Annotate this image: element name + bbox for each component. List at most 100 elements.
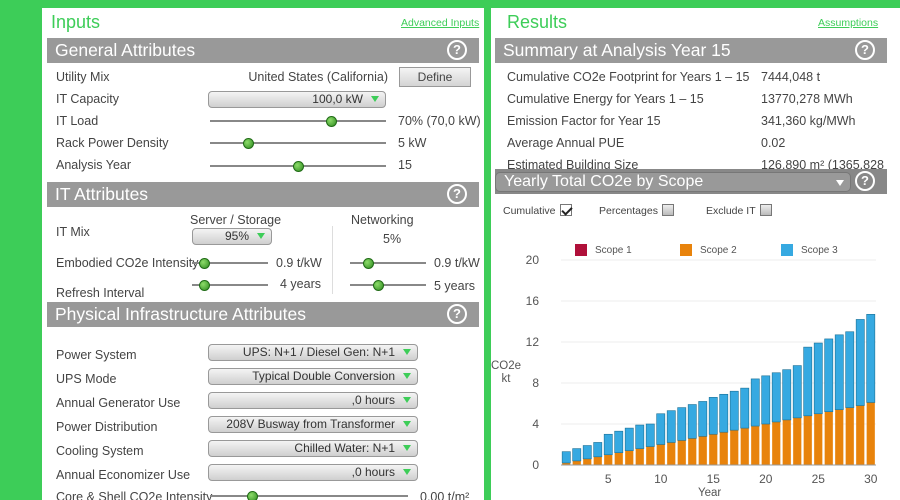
x-tick-label: 15 [707,472,721,486]
it-capacity-label: IT Capacity [56,92,119,106]
it-capacity-dropdown[interactable]: 100,0 kW [208,91,386,108]
x-axis-label: Year [698,487,722,499]
server-refresh-slider[interactable] [192,278,268,292]
co2e-bar-chart: 0 4 8 12 16 20 5 10 15 20 25 30 [526,253,878,486]
chevron-down-icon [836,180,844,186]
analysis-year-slider[interactable] [210,159,386,173]
rack-density-label: Rack Power Density [56,136,169,150]
core-shell-slider[interactable] [210,489,408,500]
column-divider [332,226,333,294]
bar-segment [803,346,813,417]
bar-segment [646,446,655,465]
net-embodied-slider[interactable] [350,256,426,270]
summary-row-value: 341,360 kg/MWh [761,114,856,128]
summary-header: Summary at Analysis Year 15 ? [495,38,887,63]
bar-segment [624,427,634,451]
physical-row-value: ,0 hours [351,393,395,407]
physical-row-dropdown[interactable]: Typical Double Conversion [208,368,418,385]
physical-row-value: Chilled Water: N+1 [294,441,395,455]
slider-knob[interactable] [292,161,304,172]
bar-segment [603,433,613,456]
chevron-down-icon [403,421,411,427]
assumptions-link[interactable]: Assumptions [818,17,879,29]
y-tick-label: 16 [526,294,540,308]
bar-segment [614,452,623,465]
bar-segment [687,404,697,439]
bar-segment [814,413,823,465]
checkbox-icon[interactable] [661,204,674,216]
chart-type-dropdown[interactable]: Yearly Total CO2e by Scope [495,172,851,192]
bar-segment [635,424,645,449]
help-icon[interactable]: ? [447,40,467,60]
cumulative-toggle[interactable]: Cumulative [503,204,572,217]
core-shell-label: Core & Shell CO2e Intensity [56,490,213,500]
bar-segment [782,419,791,465]
slider-knob[interactable] [243,138,254,149]
bar-segment [635,448,644,465]
general-attributes-title: General Attributes [55,40,196,60]
server-embodied-slider[interactable] [192,256,268,270]
summary-row-label: Emission Factor for Year 15 [507,114,661,128]
chevron-down-icon [403,445,411,451]
it-attributes-header: IT Attributes ? [47,182,479,207]
bar-segment [751,426,760,465]
bar-segment [834,334,844,410]
percentages-toggle[interactable]: Percentages [599,204,674,217]
help-icon[interactable]: ? [855,171,875,191]
rack-density-slider[interactable] [210,136,386,150]
physical-row-label: Annual Generator Use [56,396,181,410]
checkbox-checked-icon[interactable] [559,204,572,216]
bar-segment [709,434,718,465]
physical-row-dropdown[interactable]: ,0 hours [208,392,418,409]
chevron-down-icon [371,96,379,102]
chevron-down-icon [257,233,265,239]
server-mix-dropdown[interactable]: 95% [192,228,272,245]
legend-label: Scope 3 [801,245,838,256]
bar-segment [645,423,655,447]
physical-row-label: Cooling System [56,444,144,458]
exclude-it-toggle[interactable]: Exclude IT [706,204,772,217]
slider-knob[interactable] [247,491,259,500]
physical-row-dropdown[interactable]: Chilled Water: N+1 [208,440,418,457]
slider-knob[interactable] [198,258,210,269]
physical-row-value: UPS: N+1 / Diesel Gen: N+1 [242,345,395,359]
results-title: Results [507,12,568,32]
x-tick-label: 30 [864,472,878,486]
bar-segment [792,365,802,419]
bar-segment [772,421,781,465]
it-load-slider[interactable] [210,114,386,128]
x-tick-label: 20 [759,472,773,486]
legend-label: Scope 1 [595,245,632,256]
it-load-label: IT Load [56,114,99,128]
physical-row-dropdown[interactable]: 208V Busway from Transformer [208,416,418,433]
define-button[interactable]: Define [399,67,471,87]
slider-knob[interactable] [325,116,337,127]
net-refresh-slider[interactable] [350,278,426,292]
y-tick-label: 20 [526,253,540,267]
bar-segment [719,393,729,433]
help-icon[interactable]: ? [447,304,467,324]
it-load-value: 70% (70,0 kW) [398,114,481,128]
inputs-title: Inputs [51,12,101,32]
slider-knob[interactable] [372,280,384,291]
bar-segment [782,369,792,421]
slider-knob[interactable] [198,280,210,291]
physical-row-dropdown[interactable]: ,0 hours [208,464,418,481]
advanced-inputs-link[interactable]: Advanced Inputs [401,17,480,29]
embodied-intensity-label: Embodied CO2e Intensity [56,256,199,270]
server-mix-value: 95% [224,229,249,243]
x-tick-label: 5 [605,472,612,486]
bar-segment [698,401,708,437]
bar-segment [604,454,613,465]
help-icon[interactable]: ? [855,40,875,60]
bar-segment [666,410,676,443]
summary-row-label: Cumulative CO2e Footprint for Years 1 – … [507,70,750,84]
checkbox-icon[interactable] [759,204,772,216]
bar-segment [740,387,750,429]
bar-segment [824,411,833,465]
net-refresh-value: 5 years [434,279,475,293]
slider-knob[interactable] [363,258,374,269]
bar-segment [750,378,760,427]
physical-row-dropdown[interactable]: UPS: N+1 / Diesel Gen: N+1 [208,344,418,361]
help-icon[interactable]: ? [447,184,467,204]
